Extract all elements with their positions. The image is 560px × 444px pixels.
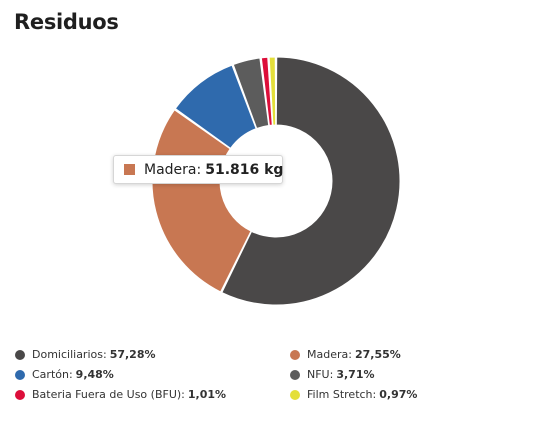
slice-tooltip: Madera: 51.816 kg [113,155,283,184]
slice-cart-n[interactable] [174,64,257,149]
slice-film-stretch[interactable] [268,56,277,126]
slice-nfu[interactable] [232,57,270,129]
tooltip-swatch [124,164,135,175]
tooltip-label: Madera: [144,161,202,178]
slice-domiciliarios[interactable] [221,56,401,306]
chart-title: Residuos [14,10,119,34]
slice-bateria-fuera-de-uso-bfu[interactable] [260,56,273,126]
tooltip-value: 51.816 kg [205,161,284,178]
